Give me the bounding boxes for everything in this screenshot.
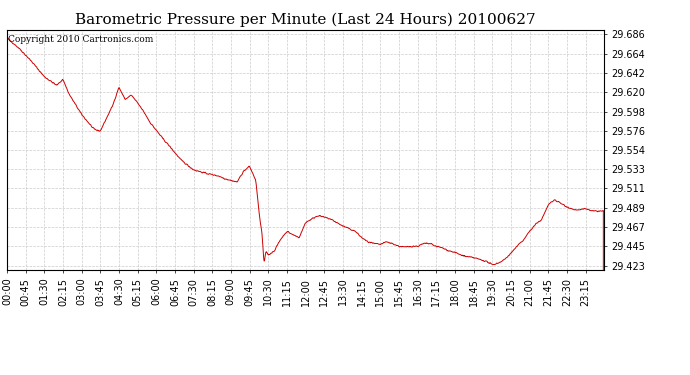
Title: Barometric Pressure per Minute (Last 24 Hours) 20100627: Barometric Pressure per Minute (Last 24 … [75,13,535,27]
Text: Copyright 2010 Cartronics.com: Copyright 2010 Cartronics.com [8,35,153,44]
